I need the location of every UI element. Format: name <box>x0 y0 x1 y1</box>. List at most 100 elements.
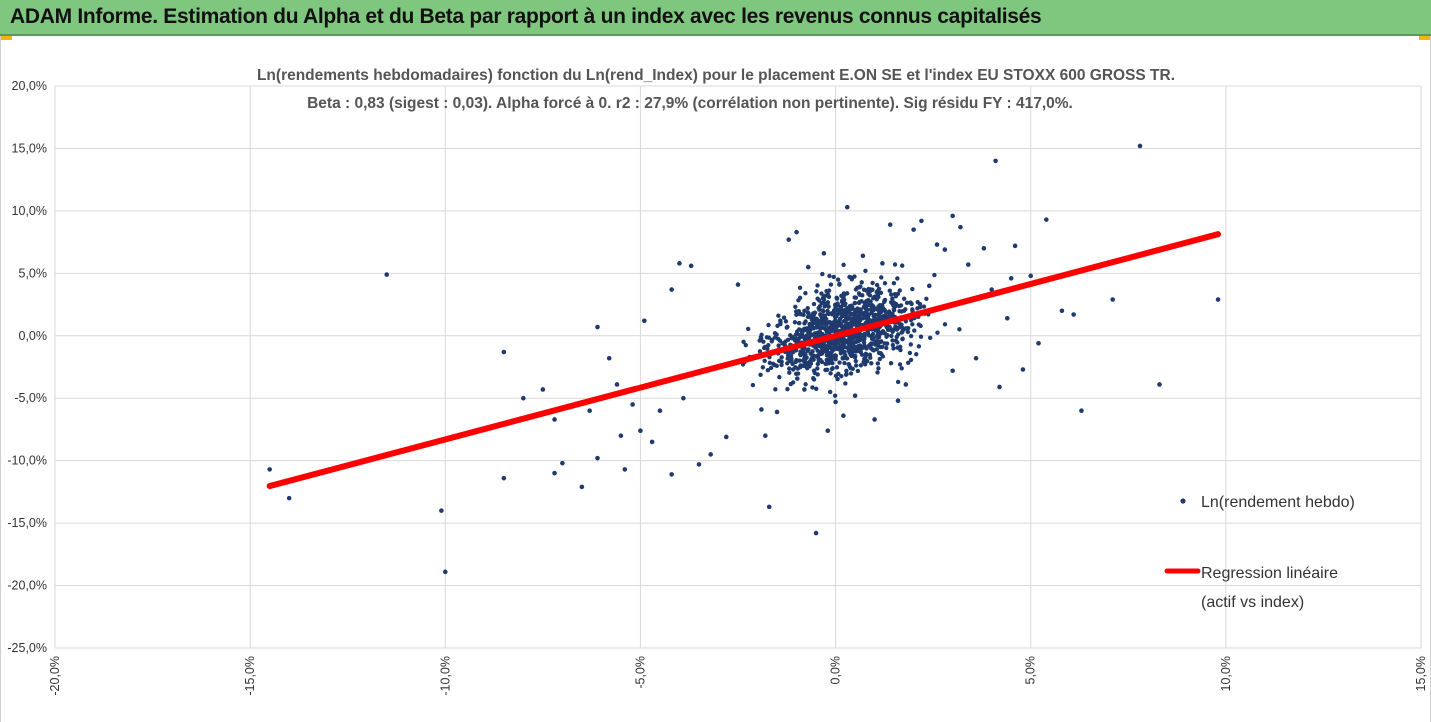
scatter-point <box>794 358 799 363</box>
scatter-point <box>521 395 526 401</box>
scatter-point <box>855 314 861 319</box>
scatter-point <box>965 262 971 267</box>
scatter-point <box>890 342 896 348</box>
scatter-point <box>876 334 882 339</box>
scatter-point <box>852 300 858 306</box>
scatter-point <box>849 320 854 325</box>
scatter-point <box>859 280 864 285</box>
scatter-point <box>789 358 794 363</box>
scatter-point <box>811 368 817 373</box>
scatter-point <box>757 338 762 343</box>
scatter-point <box>843 310 848 315</box>
scatter-point <box>908 357 914 363</box>
scatter-point <box>869 361 874 366</box>
scatter-point <box>884 310 889 315</box>
scatter-point <box>595 324 600 330</box>
scatter-point <box>848 371 854 376</box>
scatter-point <box>384 272 390 277</box>
scatter-point <box>832 312 837 318</box>
scatter-point <box>875 370 880 375</box>
scatter-point <box>830 360 835 366</box>
scatter-point <box>805 264 811 270</box>
y-tick-label: -25,0% <box>7 641 47 655</box>
scatter-point <box>1079 408 1084 414</box>
scatter-point <box>892 292 898 297</box>
scatter-point <box>540 387 546 392</box>
scatter-point <box>888 361 894 366</box>
scatter-point <box>833 345 838 351</box>
regression-line-group <box>266 231 1222 490</box>
scatter-point <box>831 274 836 280</box>
scatter-point <box>267 467 272 472</box>
scatter-point <box>1215 297 1221 302</box>
scatter-point <box>867 352 873 357</box>
scatter-point <box>899 263 905 268</box>
scatter-point <box>759 407 764 412</box>
scatter-point <box>870 303 875 309</box>
scatter-point <box>919 218 924 224</box>
scatter-point <box>855 285 860 291</box>
scatter-point <box>802 308 807 314</box>
scatter-point <box>836 371 841 377</box>
scatter-point <box>865 302 871 308</box>
scatter-point <box>871 335 876 341</box>
scatter-point <box>1020 367 1026 372</box>
scatter-point <box>1036 340 1041 346</box>
scatter-point <box>803 356 808 362</box>
scatter-point <box>805 314 811 320</box>
scatter-point <box>842 360 847 366</box>
scatter-point <box>887 222 893 227</box>
scatter-point <box>847 324 853 329</box>
scatter-point <box>828 389 833 395</box>
accent-corner-left <box>0 36 12 40</box>
scatter-point <box>861 359 866 365</box>
scatter-point <box>799 331 805 336</box>
scatter-point <box>802 321 807 326</box>
scatter-point <box>794 312 799 317</box>
scatter-point <box>899 322 904 327</box>
scatter-point <box>831 354 836 359</box>
scatter-point <box>844 204 850 210</box>
scatter-point <box>892 262 898 267</box>
scatter-point <box>812 331 817 337</box>
scatter-point <box>874 282 880 288</box>
scatter-point <box>893 338 899 343</box>
y-tick-label: 15,0% <box>12 141 47 155</box>
scatter-point <box>439 508 444 513</box>
scatter-point <box>818 313 823 318</box>
axes: 20,0% 15,0% 10,0% 5,0% 0,0% -5,0% -10,0% -15,0%… <box>7 79 1428 696</box>
x-tick-label: -15,0% <box>243 656 257 696</box>
scatter-point <box>778 320 783 325</box>
scatter-point <box>826 325 832 331</box>
scatter-point <box>844 372 849 377</box>
scatter-point <box>884 345 889 351</box>
scatter-point <box>906 325 911 331</box>
scatter-point <box>735 282 741 287</box>
scatter-point <box>805 310 811 315</box>
scatter-point <box>844 315 849 320</box>
scatter-point <box>810 385 815 390</box>
scatter-point <box>847 274 852 280</box>
scatter-point <box>871 296 876 301</box>
scatter-point <box>776 358 782 364</box>
scatter-point <box>859 298 864 304</box>
scatter-point <box>893 301 899 307</box>
scatter-point <box>779 362 784 368</box>
scatter-point <box>1044 217 1049 222</box>
scatter-point <box>860 293 865 298</box>
scatter-point <box>912 328 917 333</box>
scatter-point <box>876 306 882 312</box>
scatter-point <box>816 352 821 358</box>
scatter-point <box>794 376 800 381</box>
scatter-point <box>1071 312 1076 317</box>
scatter-point <box>834 296 840 301</box>
scatter-point <box>828 371 833 376</box>
scatter-point <box>863 353 868 358</box>
scatter-point <box>750 382 756 388</box>
scatter-point <box>878 351 883 356</box>
scatter-point <box>981 246 987 251</box>
scatter-point <box>839 374 844 379</box>
scatter-point <box>792 320 798 325</box>
scatter-point <box>887 288 892 293</box>
scatter-point <box>781 315 787 320</box>
